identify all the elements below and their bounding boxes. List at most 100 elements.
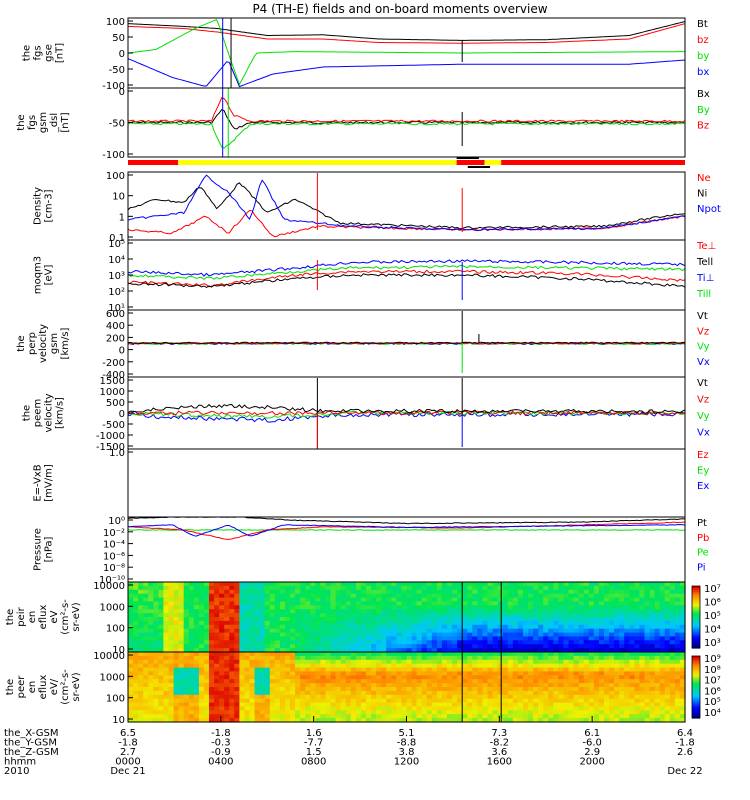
spectrogram-cell bbox=[188, 659, 195, 665]
spectrogram-cell bbox=[426, 617, 433, 622]
spectrogram-cell bbox=[315, 620, 322, 626]
spectrogram-cell bbox=[330, 667, 337, 673]
spectrogram-cell bbox=[487, 659, 494, 665]
spectrogram-cell bbox=[457, 675, 463, 680]
spectrogram-cell bbox=[634, 648, 641, 653]
colorbar-segment bbox=[692, 715, 700, 719]
spectrogram-cell bbox=[300, 683, 306, 688]
spectrogram-cell bbox=[401, 632, 408, 638]
spectrogram-cell bbox=[609, 714, 615, 719]
spectrogram-cell bbox=[168, 601, 175, 606]
x-axis-value: 1.6 bbox=[306, 728, 322, 739]
spectrogram-cell bbox=[679, 589, 686, 595]
spectrogram-cell bbox=[447, 683, 453, 688]
spectrogram-cell bbox=[355, 667, 362, 673]
legend-vx: Vx bbox=[697, 428, 710, 439]
spectrogram-cell bbox=[604, 589, 610, 595]
spectrogram-cell bbox=[669, 671, 676, 676]
spectrogram-cell bbox=[234, 694, 240, 700]
spectrogram-cell bbox=[214, 663, 220, 669]
spectrogram-cell bbox=[178, 648, 185, 653]
spectrogram-cell bbox=[604, 702, 610, 708]
spectrogram-cell bbox=[669, 663, 676, 669]
spectrogram-cell bbox=[310, 671, 316, 676]
spectrogram-cell bbox=[447, 617, 453, 622]
spectrogram-cell bbox=[462, 601, 468, 606]
spectrogram-cell bbox=[497, 652, 504, 657]
spectrogram-cell bbox=[153, 652, 159, 657]
spectrogram-cell bbox=[320, 710, 327, 715]
spectrogram-cell bbox=[406, 683, 413, 688]
spectrogram-cell bbox=[507, 632, 514, 638]
spectrogram-cell bbox=[644, 597, 651, 603]
spectrogram-cell bbox=[138, 698, 144, 704]
spectrogram-cell bbox=[492, 585, 499, 591]
spectrogram-cell bbox=[477, 652, 484, 657]
spectrogram-cell bbox=[234, 644, 240, 649]
spectrogram-cell bbox=[578, 617, 585, 622]
spectrogram-cell bbox=[462, 687, 468, 692]
spectrogram-cell bbox=[563, 640, 570, 645]
spectrogram-cell bbox=[644, 718, 651, 723]
spectrogram-cell bbox=[391, 640, 397, 645]
spectrogram-cell bbox=[173, 690, 180, 696]
spectrogram-cell bbox=[285, 702, 291, 708]
spectrogram-cell bbox=[421, 675, 428, 680]
spectrogram-cell bbox=[193, 632, 200, 638]
spectrogram-cell bbox=[629, 597, 635, 603]
spectrogram-cell bbox=[533, 702, 539, 708]
spectrogram-cell bbox=[401, 671, 408, 676]
spectrogram-cell bbox=[492, 671, 499, 676]
spectrogram-cell bbox=[502, 698, 509, 704]
y-tick-label: -100 bbox=[102, 150, 125, 161]
spectrogram-cell bbox=[523, 679, 529, 684]
spectrogram-cell bbox=[497, 640, 504, 645]
spectrogram-cell bbox=[457, 679, 463, 684]
spectrogram-cell bbox=[649, 609, 656, 614]
spectrogram-cell bbox=[355, 585, 362, 591]
spectrogram-cell bbox=[148, 671, 154, 676]
spectrogram-cell bbox=[634, 687, 641, 692]
spectrogram-cell bbox=[259, 652, 266, 657]
spectrogram-cell bbox=[482, 667, 489, 673]
spectrogram-cell bbox=[335, 652, 342, 657]
series-temp bbox=[127, 273, 686, 288]
spectrogram-cell bbox=[472, 687, 478, 692]
spectrogram-cell bbox=[279, 698, 286, 704]
spectrogram-cell bbox=[497, 663, 504, 669]
spectrogram-cell bbox=[548, 667, 554, 673]
spectrogram-cell bbox=[335, 694, 342, 700]
spectrogram-cell bbox=[462, 613, 468, 618]
spectrogram-cell bbox=[558, 648, 565, 653]
spectrogram-cell bbox=[583, 601, 590, 606]
spectrogram-cell bbox=[512, 702, 519, 708]
spectrogram-cell bbox=[178, 671, 185, 676]
spectrogram-cell bbox=[188, 644, 195, 649]
spectrogram-cell bbox=[300, 624, 306, 630]
spectrogram-cell bbox=[664, 585, 671, 591]
spectrogram-cell bbox=[391, 589, 397, 595]
spectrogram-cell bbox=[188, 663, 195, 669]
spectrogram-cell bbox=[548, 585, 554, 591]
spectrogram-cell bbox=[350, 671, 357, 676]
spectrogram-cell bbox=[492, 718, 499, 723]
spectrogram-cell bbox=[396, 648, 403, 653]
spectrogram-cell bbox=[421, 632, 428, 638]
spectrogram-cell bbox=[239, 648, 246, 653]
spectrogram-cell bbox=[416, 593, 423, 599]
spectrogram-cell bbox=[360, 597, 367, 603]
spectrogram-cell bbox=[447, 655, 453, 661]
spectrogram-cell bbox=[523, 644, 529, 649]
spectrogram-cell bbox=[502, 644, 509, 649]
spectrogram-cell bbox=[214, 667, 220, 673]
spectrogram-cell bbox=[457, 690, 463, 696]
spectrogram-cell bbox=[426, 589, 433, 595]
spectrogram-cell bbox=[431, 632, 438, 638]
spectrogram-cell bbox=[234, 648, 240, 653]
spectrogram-cell bbox=[153, 718, 159, 723]
spectrogram-cell bbox=[523, 667, 529, 673]
spectrogram-cell bbox=[209, 698, 215, 704]
spectrogram-cell bbox=[482, 671, 489, 676]
spectrogram-cell bbox=[133, 710, 139, 715]
spectrogram-cell bbox=[659, 613, 666, 618]
